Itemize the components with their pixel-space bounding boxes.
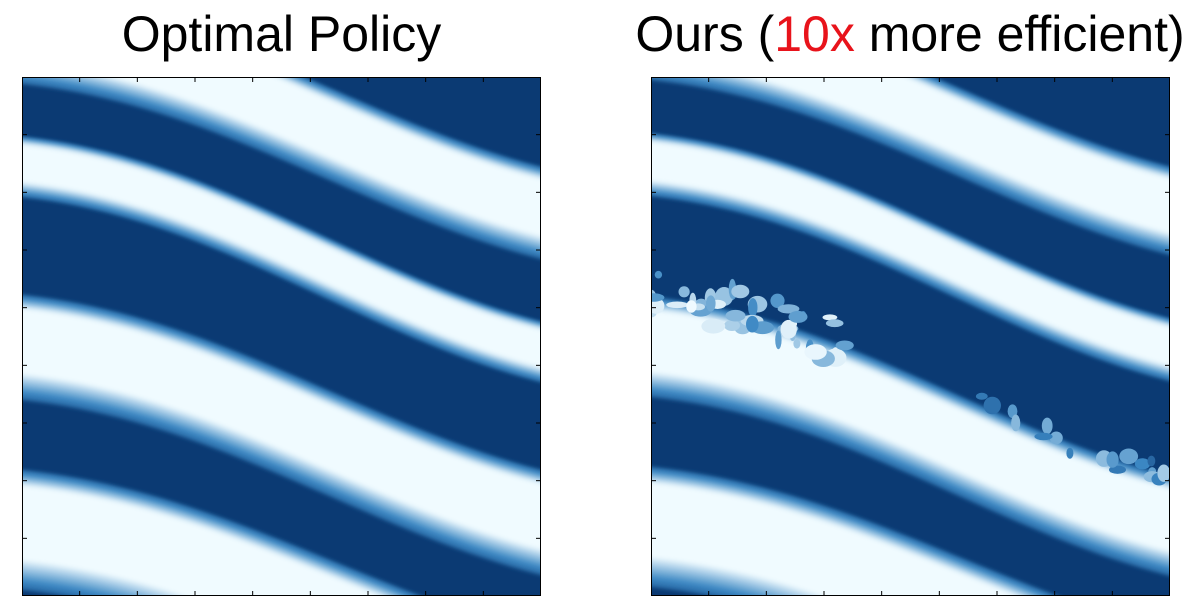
title-suffix: more efficient) — [854, 6, 1185, 62]
light-band-1-layer-1 — [22, 77, 541, 259]
light-band-1-layer-4 — [33, 77, 541, 251]
noise-blob-upper-14 — [1106, 451, 1119, 468]
noise-blob-38 — [746, 315, 759, 333]
noise-blob-29 — [666, 301, 689, 309]
noise-blob-upper-11 — [1041, 417, 1053, 435]
light-band-1-layer-1 — [651, 77, 1170, 255]
light-band-2-layer-9 — [22, 144, 541, 368]
noise-blob-32 — [724, 320, 740, 331]
noise-blob-9 — [793, 338, 801, 349]
heatmap-frame — [22, 77, 541, 596]
noise-blob-37 — [731, 284, 750, 299]
noise-blob-44 — [651, 293, 665, 302]
chart-title-ours: Ours (10x more efficient) — [580, 6, 1192, 62]
light-band-1-layer-4 — [687, 77, 1170, 247]
heatmap-optimal-svg — [22, 77, 541, 596]
noise-blob-upper-15 — [1134, 458, 1151, 470]
noise-blob-10 — [748, 298, 758, 317]
noise-blob-upper-10 — [1157, 464, 1170, 482]
light-band-1-layer-2 — [22, 77, 541, 257]
light-band-1-layer-5 — [53, 77, 541, 248]
noise-blob-upper-18 — [1147, 455, 1156, 467]
noise-blob-41 — [804, 344, 827, 360]
noise-blob-23 — [777, 304, 800, 314]
noise-blob-upper-13 — [1119, 448, 1139, 465]
noise-blob-12 — [678, 286, 690, 298]
noise-blob-33 — [788, 310, 808, 323]
noise-blob-26 — [835, 340, 854, 351]
noise-blob-upper-8 — [1049, 431, 1063, 445]
heatmap-ours — [651, 77, 1170, 596]
noise-blob-39 — [706, 295, 716, 312]
noise-blob-24 — [822, 314, 838, 321]
noise-blob-upper-1 — [983, 396, 1001, 415]
noise-blob-upper-17 — [1034, 432, 1053, 441]
light-band-1-layer-3 — [22, 77, 541, 254]
title-prefix: Ours ( — [635, 6, 775, 62]
noise-blob-upper-4 — [1066, 447, 1074, 459]
noise-blob-25 — [775, 330, 782, 350]
light-band-4-layer-9 — [651, 482, 1017, 596]
heatmap-ticks — [651, 77, 1170, 596]
heatmap-optimal-policy — [22, 77, 541, 596]
title-highlight-10x: 10x — [774, 6, 855, 62]
noise-blob-34 — [701, 318, 726, 334]
noise-blob-19 — [770, 293, 785, 308]
noise-blob-upper-5 — [975, 392, 988, 400]
noise-blob-45 — [686, 300, 697, 313]
light-band-3-layer-9 — [22, 308, 541, 550]
noise-blob-upper-16 — [1011, 414, 1021, 432]
light-band-4-layer-9 — [22, 485, 381, 596]
chart-title-optimal-policy: Optimal Policy — [121, 6, 442, 62]
noise-blob-35 — [825, 319, 844, 328]
heatmap-frame — [651, 77, 1170, 596]
heatmap-bands — [22, 77, 541, 596]
heatmap-bands — [651, 77, 1170, 596]
heatmap-ticks — [22, 77, 541, 596]
heatmap-noise-blobs — [651, 270, 1170, 486]
noise-blob-46 — [725, 309, 746, 322]
light-band-1-layer-3 — [669, 77, 1170, 250]
light-band-1-layer-9 — [109, 77, 541, 237]
light-band-2-layer-9 — [651, 142, 1170, 366]
light-band-3-layer-9 — [651, 310, 1170, 552]
light-band-1-layer-9 — [749, 77, 1170, 234]
heatmap-ours-svg — [651, 77, 1170, 596]
noise-blob-43 — [654, 270, 663, 279]
